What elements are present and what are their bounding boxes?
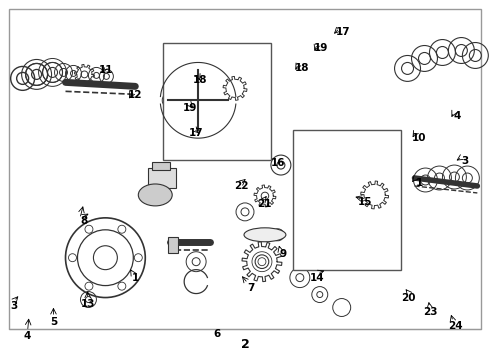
Text: 1: 1 bbox=[131, 273, 139, 283]
Text: 20: 20 bbox=[401, 293, 416, 303]
Ellipse shape bbox=[244, 228, 286, 242]
Text: 10: 10 bbox=[412, 133, 426, 143]
Text: 4: 4 bbox=[454, 111, 461, 121]
Text: 8: 8 bbox=[80, 216, 87, 226]
Text: 13: 13 bbox=[80, 299, 95, 309]
Text: 14: 14 bbox=[310, 273, 324, 283]
Text: 19: 19 bbox=[183, 103, 197, 113]
Bar bbox=[9, 9, 481, 329]
Text: 18: 18 bbox=[193, 75, 207, 85]
Text: 12: 12 bbox=[128, 90, 142, 100]
Bar bbox=[163, 42, 271, 160]
Text: 17: 17 bbox=[336, 27, 350, 37]
Bar bbox=[293, 130, 400, 270]
Text: 6: 6 bbox=[214, 329, 221, 339]
Text: 3: 3 bbox=[461, 156, 468, 166]
Text: 9: 9 bbox=[279, 249, 286, 259]
Text: 2: 2 bbox=[241, 338, 249, 351]
Text: 21: 21 bbox=[257, 199, 272, 210]
Text: 23: 23 bbox=[423, 307, 438, 317]
Text: 15: 15 bbox=[358, 197, 372, 207]
Bar bbox=[148, 168, 176, 188]
Text: 16: 16 bbox=[271, 158, 286, 168]
Text: 19: 19 bbox=[314, 43, 328, 53]
Text: 4: 4 bbox=[24, 331, 31, 341]
Text: 5: 5 bbox=[50, 317, 57, 327]
Bar bbox=[152, 162, 170, 170]
Text: 18: 18 bbox=[295, 63, 309, 73]
Ellipse shape bbox=[138, 184, 172, 206]
Text: 7: 7 bbox=[247, 283, 254, 293]
Text: 24: 24 bbox=[448, 321, 463, 331]
Text: 11: 11 bbox=[98, 64, 113, 75]
Text: 22: 22 bbox=[234, 181, 248, 192]
Text: 17: 17 bbox=[189, 128, 203, 138]
Text: 3: 3 bbox=[10, 301, 18, 311]
Bar bbox=[168, 237, 178, 253]
Text: 1: 1 bbox=[416, 178, 422, 188]
